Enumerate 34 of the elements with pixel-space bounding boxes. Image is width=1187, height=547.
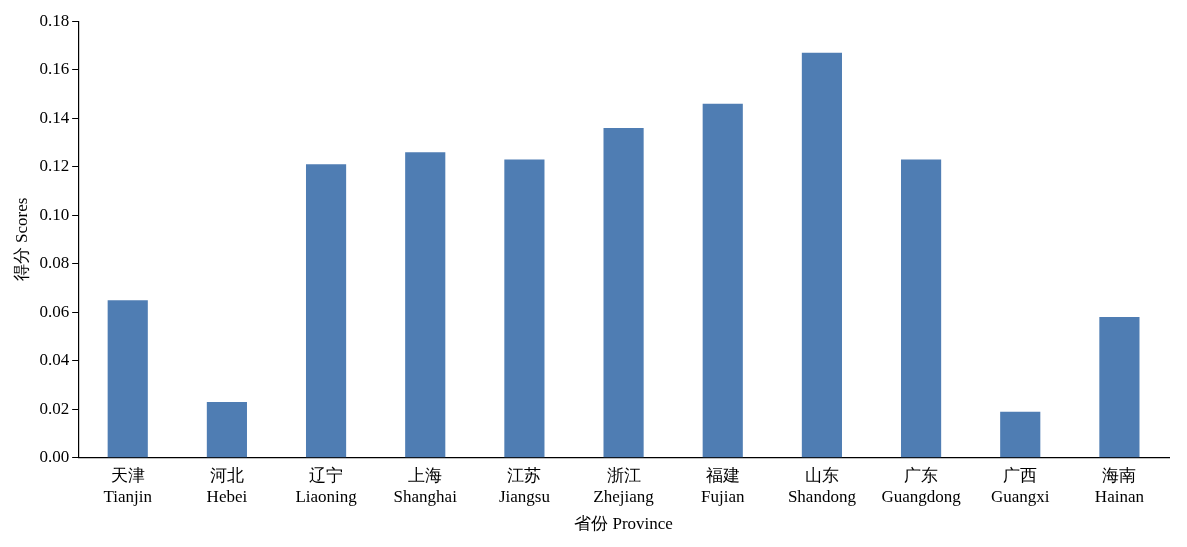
bar: [405, 152, 446, 458]
y-tick-label: 0.10: [39, 204, 70, 224]
y-tick-label: 0.18: [39, 10, 70, 30]
x-tick-label: 海南 Hainan: [1094, 466, 1145, 506]
y-tick-label: 0.00: [39, 447, 70, 467]
x-tick-label: 辽宁 Liaoning: [295, 466, 358, 506]
y-tick-label: 0.02: [39, 398, 70, 418]
bar: [504, 159, 545, 458]
x-tick-label: 福建 Fujian: [701, 466, 745, 506]
x-tick-label: 山东 Shandong: [787, 466, 857, 506]
y-tick-label: 0.08: [39, 253, 70, 273]
y-tick-label: 0.04: [39, 350, 70, 370]
y-tick-label: 0.16: [39, 59, 70, 79]
bar: [206, 402, 247, 458]
bar: [305, 164, 347, 458]
y-axis-title: 得分 Scores: [11, 197, 31, 282]
bar: [1099, 317, 1140, 458]
bar: [702, 103, 743, 458]
y-tick-label: 0.12: [39, 156, 70, 176]
x-tick-label: 上海 Shanghai: [393, 466, 458, 506]
x-tick-label: 浙江 Zhejiang: [593, 466, 655, 506]
bar: [1000, 411, 1041, 458]
x-tick-label: 广西 Guangxi: [990, 466, 1050, 506]
y-tick-label: 0.06: [39, 301, 70, 321]
x-tick-label: 广东 Guangdong: [881, 466, 962, 506]
x-tick-label: 天津 Tianjin: [103, 466, 153, 506]
x-tick-label: 江苏 Jiangsu: [498, 466, 551, 506]
x-tick-label: 河北 Hebei: [206, 466, 248, 506]
bar: [801, 52, 842, 458]
bar: [901, 159, 942, 458]
bar: [107, 300, 148, 458]
bar: [603, 127, 644, 458]
x-axis-title: 省份 Province: [574, 514, 673, 534]
y-tick-label: 0.14: [39, 107, 70, 127]
